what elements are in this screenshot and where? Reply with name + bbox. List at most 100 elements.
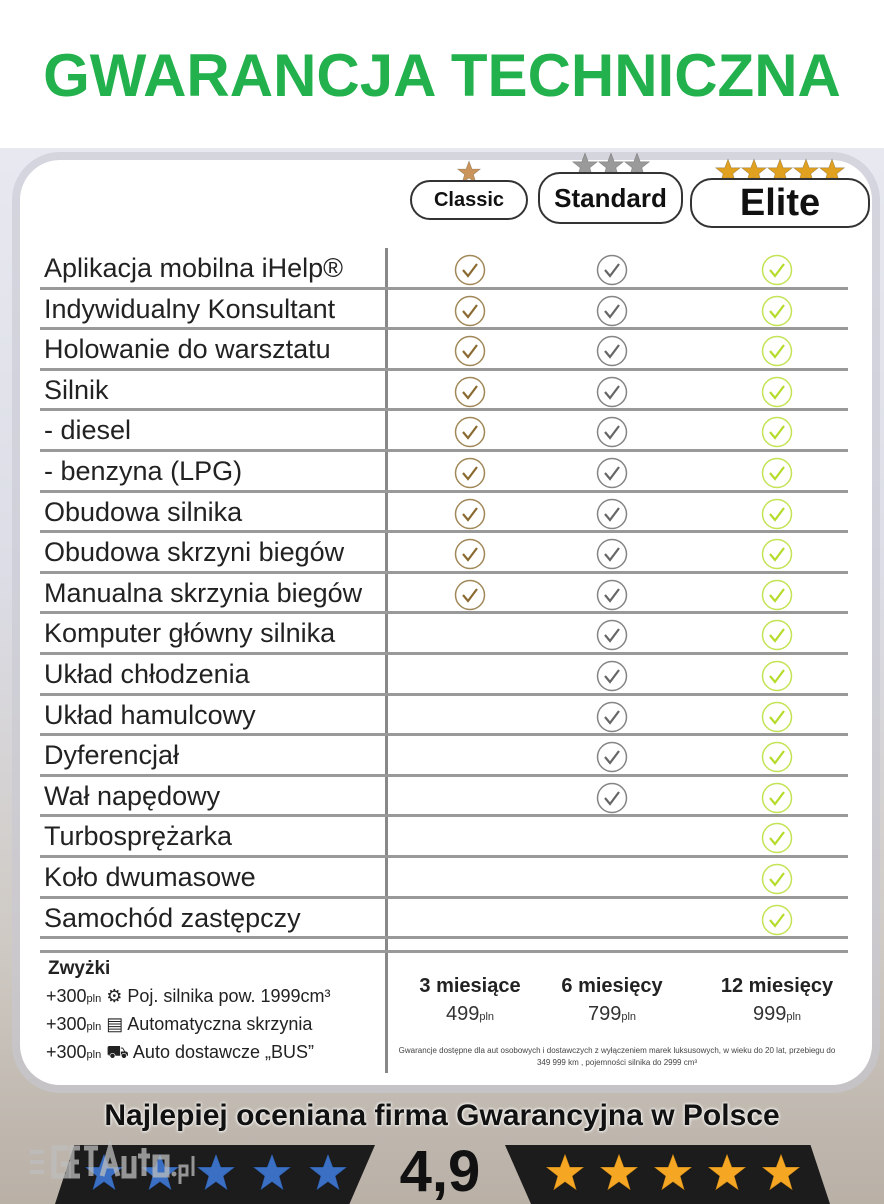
check-icon-standard	[596, 538, 628, 570]
feature-row: - diesel	[40, 411, 848, 452]
feature-label: Aplikacja mobilna iHelp®	[44, 253, 344, 283]
feature-row: Obudowa silnika	[40, 493, 848, 534]
check-icon-classic	[454, 538, 486, 570]
feature-label: Układ chłodzenia	[44, 659, 250, 689]
check-icon-classic	[454, 335, 486, 367]
plan-price: 499pln	[405, 1003, 535, 1026]
plan-stars-icon	[538, 152, 683, 178]
surcharges-title: Zwyżki	[48, 958, 111, 979]
feature-row: Turbosprężarka	[40, 817, 848, 858]
check-icon-elite	[761, 660, 793, 692]
plan-stars-icon	[690, 158, 870, 184]
feature-row: Aplikacja mobilna iHelp®	[40, 249, 848, 290]
check-icon-classic	[454, 498, 486, 530]
divider	[40, 950, 848, 953]
check-icon-elite	[761, 579, 793, 611]
surcharge-item: +300pln ▤ Automatyczna skrzynia	[46, 1013, 312, 1038]
surcharge-unit: pln	[86, 1049, 102, 1061]
feature-row: Układ hamulcowy	[40, 696, 848, 737]
rating-star-icon	[307, 1152, 349, 1192]
rating-star-icon	[544, 1152, 586, 1192]
surcharge-price: +300	[46, 1042, 87, 1062]
feature-label: Obudowa skrzyni biegów	[44, 537, 345, 568]
check-icon-elite	[761, 822, 793, 854]
feature-row: Holowanie do warsztatu	[40, 330, 848, 371]
plan-classic: Classic	[410, 180, 528, 220]
feature-row: Indywidualny Konsultant	[40, 290, 848, 331]
slogan: Najlepiej oceniana firma Gwarancyjna w P…	[104, 1099, 780, 1132]
surcharge-item: +300pln ⚙ Poj. silnika pow. 1999cm³	[46, 985, 331, 1010]
check-icon-standard	[596, 579, 628, 611]
check-icon-elite	[761, 376, 793, 408]
check-icon-elite	[761, 701, 793, 733]
surcharge-unit: pln	[86, 993, 102, 1005]
surcharge-item: +300pln ⛟ Auto dostawcze „BUS”	[46, 1041, 314, 1066]
feature-row: Manualna skrzynia biegów	[40, 574, 848, 615]
price-unit: pln	[479, 1011, 495, 1023]
plan-elite: Elite	[690, 178, 870, 228]
check-icon-elite	[761, 416, 793, 448]
check-icon-elite	[761, 782, 793, 814]
feature-row: Układ chłodzenia	[40, 655, 848, 696]
rating-star-icon	[706, 1152, 748, 1192]
plan-stars-icon	[410, 160, 528, 184]
rating-star-icon	[652, 1152, 694, 1192]
feature-label: Wał napędowy	[44, 780, 221, 811]
check-icon-elite	[761, 457, 793, 489]
price-value: 799	[587, 1003, 622, 1025]
feature-row: Komputer główny silnika	[40, 614, 848, 655]
feature-label: - diesel	[44, 415, 132, 446]
plan-duration: 3 miesiące	[419, 975, 521, 997]
surcharge-label: Auto dostawcze „BUS”	[132, 1042, 314, 1062]
check-icon-classic	[454, 416, 486, 448]
column-divider	[385, 248, 388, 1073]
surcharge-unit: pln	[86, 1021, 102, 1033]
feature-label: Silnik	[44, 374, 109, 405]
check-icon-standard	[596, 376, 628, 408]
feature-label: Indywidualny Konsultant	[44, 293, 336, 324]
watermark-logo	[28, 1138, 258, 1184]
feature-label: Turbosprężarka	[44, 821, 233, 852]
plan-duration: 6 miesięcy	[561, 975, 663, 997]
comparison-card	[20, 160, 872, 1085]
check-icon-standard	[596, 416, 628, 448]
rating-star-icon	[251, 1152, 293, 1192]
feature-label: Holowanie do warsztatu	[44, 334, 331, 365]
feature-label: Dyferencjał	[44, 740, 180, 771]
price-unit: pln	[621, 1011, 637, 1023]
feature-label: Manualna skrzynia biegów	[44, 577, 363, 608]
feature-label: Komputer główny silnika	[44, 618, 336, 649]
check-icon-standard	[596, 295, 628, 327]
feature-label: Obudowa silnika	[44, 496, 243, 527]
plan-name: Elite	[739, 182, 821, 224]
feature-row: Obudowa skrzyni biegów	[40, 533, 848, 574]
conditions-note: Gwarancje dostępne dla aut osobowych i d…	[398, 1046, 836, 1067]
rating-star-icon	[760, 1152, 802, 1192]
rating-value: 4,9	[399, 1139, 481, 1204]
check-icon-standard	[596, 254, 628, 286]
check-icon-standard	[596, 660, 628, 692]
engine-icon: ⚙	[106, 986, 123, 1006]
check-icon-classic	[454, 295, 486, 327]
plan-duration: 12 miesięcy	[720, 975, 834, 997]
surcharge-price: +300	[46, 1014, 87, 1034]
check-icon-standard	[596, 335, 628, 367]
check-icon-elite	[761, 538, 793, 570]
rating-star-icon	[598, 1152, 640, 1192]
plan-name: Standard	[554, 183, 667, 213]
feature-row: Wał napędowy	[40, 777, 848, 818]
check-icon-elite	[761, 498, 793, 530]
feature-row: Samochód zastępczy	[40, 899, 848, 940]
page-title: GWARANCJA TECHNICZNA	[43, 42, 841, 109]
feature-label: - benzyna (LPG)	[44, 456, 243, 486]
feature-label: Układ hamulcowy	[44, 699, 256, 730]
feature-row: Silnik	[40, 371, 848, 412]
van-icon: ⛟	[106, 1042, 129, 1062]
feature-row: - benzyna (LPG)	[40, 452, 848, 493]
check-icon-standard	[596, 498, 628, 530]
surcharge-label: Poj. silnika pow. 1999cm³	[127, 986, 331, 1006]
feature-label: Samochód zastępczy	[44, 902, 301, 933]
plan-standard: Standard	[538, 172, 683, 224]
check-icon-standard	[596, 457, 628, 489]
surcharge-label: Automatyczna skrzynia	[127, 1014, 313, 1034]
